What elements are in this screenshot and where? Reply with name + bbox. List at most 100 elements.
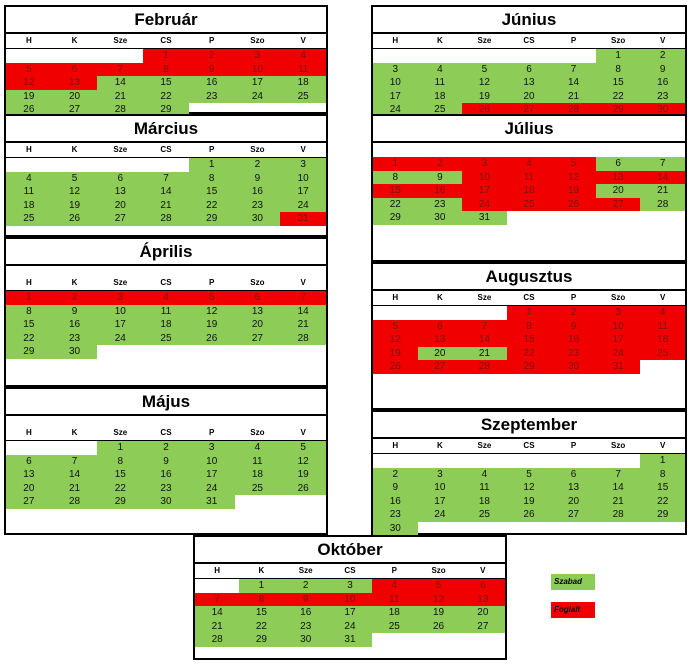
day-cell-free[interactable]: 4 — [462, 467, 507, 481]
day-cell-free[interactable]: 15 — [239, 606, 284, 620]
day-cell-busy[interactable]: 16 — [551, 333, 596, 347]
day-cell-busy[interactable]: 23 — [551, 346, 596, 360]
day-cell-busy[interactable]: 13 — [417, 333, 463, 347]
day-cell-busy[interactable]: 6 — [234, 291, 281, 305]
day-cell-busy[interactable]: 29 — [595, 103, 641, 117]
day-cell-free[interactable]: 13 — [97, 185, 144, 199]
day-cell-busy[interactable]: 24 — [595, 346, 641, 360]
day-cell-free[interactable]: 18 — [462, 494, 507, 508]
day-cell-free[interactable]: 17 — [280, 185, 326, 199]
day-cell-free[interactable]: 22 — [6, 331, 52, 345]
day-cell-busy[interactable]: 3 — [97, 291, 144, 305]
day-cell-free[interactable]: 22 — [143, 89, 189, 103]
day-cell-busy[interactable]: 31 — [280, 212, 326, 226]
day-cell-free[interactable]: 18 — [280, 76, 326, 90]
day-cell-free[interactable]: 14 — [195, 606, 240, 620]
day-cell-free[interactable]: 2 — [143, 441, 189, 455]
day-cell-free[interactable]: 17 — [373, 89, 418, 103]
day-cell-free[interactable]: 29 — [373, 211, 418, 225]
day-cell-free[interactable]: 19 — [462, 89, 507, 103]
day-cell-free[interactable]: 31 — [188, 495, 235, 509]
day-cell-free[interactable]: 25 — [6, 212, 52, 226]
day-cell-busy[interactable]: 11 — [640, 319, 685, 333]
day-cell-free[interactable]: 25 — [143, 331, 189, 345]
day-cell-free[interactable]: 21 — [551, 89, 596, 103]
day-cell-free[interactable]: 16 — [188, 76, 235, 90]
day-cell-busy[interactable]: 5 — [188, 291, 235, 305]
day-cell-free[interactable]: 8 — [595, 62, 641, 76]
day-cell-free[interactable]: 1 — [595, 49, 641, 63]
day-cell-free[interactable]: 15 — [143, 76, 189, 90]
day-cell-free[interactable]: 12 — [188, 304, 235, 318]
day-cell-busy[interactable]: 28 — [462, 360, 507, 374]
day-cell-free[interactable]: 29 — [6, 345, 52, 359]
day-cell-free[interactable]: 20 — [460, 606, 505, 620]
day-cell-free[interactable]: 18 — [6, 198, 52, 212]
day-cell-free[interactable]: 29 — [188, 212, 235, 226]
day-cell-free[interactable]: 10 — [97, 304, 144, 318]
day-cell-free[interactable]: 7 — [51, 454, 98, 468]
day-cell-free[interactable]: 3 — [373, 62, 418, 76]
day-cell-free[interactable]: 8 — [640, 467, 685, 481]
day-cell-busy[interactable]: 11 — [506, 170, 552, 184]
day-cell-free[interactable]: 27 — [551, 508, 596, 522]
day-cell-free[interactable]: 22 — [188, 198, 235, 212]
day-cell-busy[interactable]: 5 — [551, 157, 596, 171]
day-cell-free[interactable]: 18 — [372, 606, 417, 620]
day-cell-busy[interactable]: 11 — [372, 592, 417, 606]
day-cell-free[interactable]: 1 — [239, 579, 284, 593]
day-cell-free[interactable]: 4 — [234, 441, 281, 455]
day-cell-free[interactable]: 17 — [327, 606, 373, 620]
day-cell-free[interactable]: 10 — [373, 76, 418, 90]
day-cell-free[interactable]: 29 — [143, 103, 189, 117]
day-cell-free[interactable]: 11 — [417, 76, 463, 90]
day-cell-free[interactable]: 5 — [280, 441, 326, 455]
day-cell-free[interactable]: 11 — [6, 185, 52, 199]
day-cell-free[interactable]: 16 — [640, 76, 685, 90]
day-cell-free[interactable]: 21 — [143, 198, 189, 212]
day-cell-free[interactable]: 19 — [280, 468, 326, 482]
day-cell-free[interactable]: 24 — [97, 331, 144, 345]
day-cell-free[interactable]: 30 — [417, 211, 463, 225]
day-cell-free[interactable]: 25 — [280, 89, 326, 103]
day-cell-free[interactable]: 9 — [417, 170, 463, 184]
day-cell-busy[interactable]: 5 — [6, 62, 52, 76]
day-cell-free[interactable]: 9 — [51, 304, 98, 318]
day-cell-free[interactable]: 21 — [51, 481, 98, 495]
day-cell-free[interactable]: 13 — [6, 468, 52, 482]
day-cell-busy[interactable]: 7 — [97, 62, 144, 76]
day-cell-busy[interactable]: 9 — [188, 62, 235, 76]
day-cell-free[interactable]: 24 — [234, 89, 281, 103]
day-cell-free[interactable]: 22 — [640, 494, 685, 508]
day-cell-free[interactable]: 22 — [595, 89, 641, 103]
day-cell-free[interactable]: 20 — [51, 89, 98, 103]
day-cell-free[interactable]: 16 — [283, 606, 328, 620]
day-cell-free[interactable]: 25 — [462, 508, 507, 522]
day-cell-busy[interactable]: 26 — [373, 360, 418, 374]
day-cell-free[interactable]: 17 — [188, 468, 235, 482]
day-cell-free[interactable]: 24 — [188, 481, 235, 495]
day-cell-free[interactable]: 31 — [462, 211, 507, 225]
day-cell-free[interactable]: 26 — [506, 508, 552, 522]
day-cell-busy[interactable]: 28 — [551, 103, 596, 117]
day-cell-free[interactable]: 7 — [143, 171, 189, 185]
day-cell-busy[interactable]: 10 — [327, 592, 373, 606]
day-cell-busy[interactable]: 4 — [372, 579, 417, 593]
day-cell-free[interactable]: 30 — [143, 495, 189, 509]
day-cell-free[interactable]: 27 — [51, 103, 98, 117]
day-cell-busy[interactable]: 27 — [595, 197, 641, 211]
day-cell-free[interactable]: 6 — [97, 171, 144, 185]
day-cell-free[interactable]: 13 — [234, 304, 281, 318]
day-cell-free[interactable]: 21 — [97, 89, 144, 103]
day-cell-free[interactable]: 8 — [188, 171, 235, 185]
day-cell-free[interactable]: 29 — [97, 495, 144, 509]
day-cell-busy[interactable]: 1 — [143, 49, 189, 63]
day-cell-free[interactable]: 5 — [506, 467, 552, 481]
day-cell-busy[interactable]: 3 — [595, 306, 641, 320]
day-cell-busy[interactable]: 6 — [417, 319, 463, 333]
day-cell-free[interactable]: 25 — [372, 619, 417, 633]
day-cell-free[interactable]: 20 — [97, 198, 144, 212]
day-cell-free[interactable]: 9 — [373, 481, 418, 495]
day-cell-free[interactable]: 21 — [195, 619, 240, 633]
day-cell-free[interactable]: 20 — [595, 184, 641, 198]
